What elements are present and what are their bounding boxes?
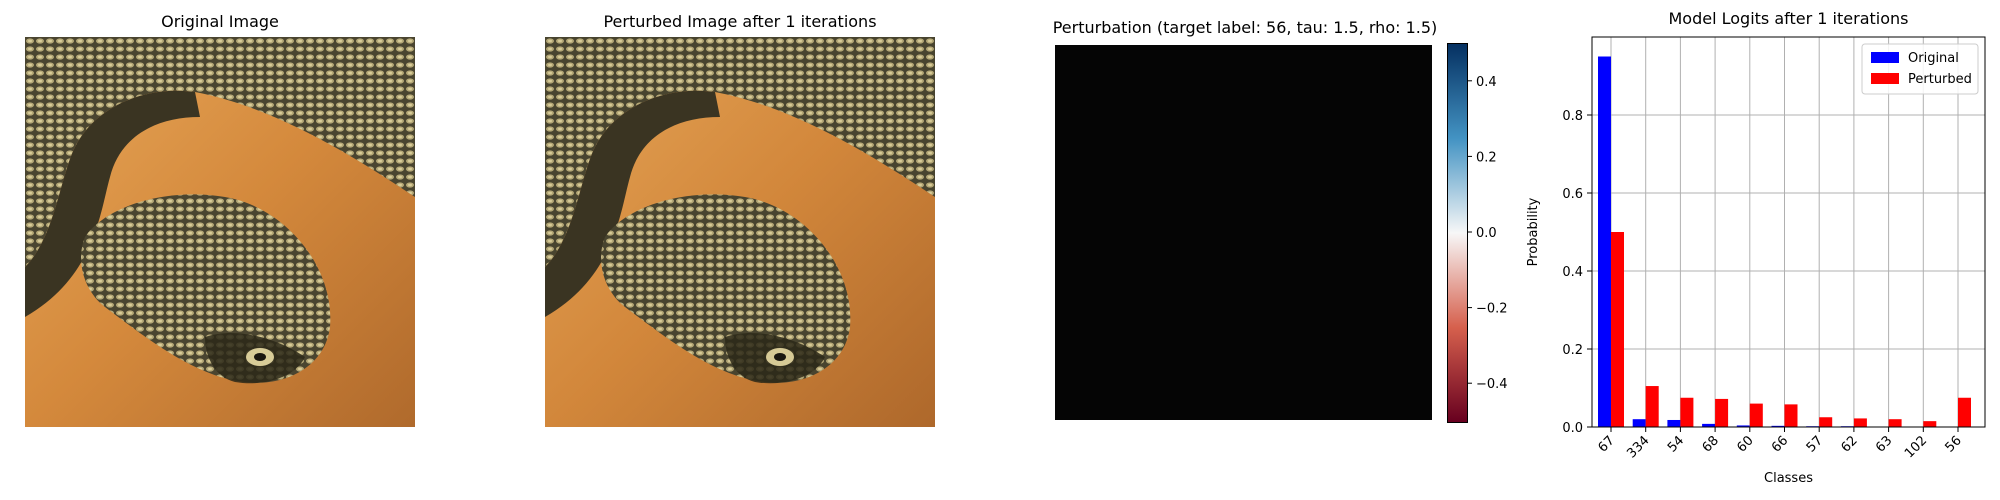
- bar-perturbed: [1645, 386, 1659, 427]
- x-tick-label: 62: [1838, 433, 1860, 455]
- colorbar-tick-label: −0.2: [1476, 302, 1508, 317]
- y-axis-label: Probability: [1526, 197, 1541, 266]
- bar-original: [1771, 425, 1785, 427]
- y-tick-label: 0.4: [1562, 265, 1583, 280]
- legend-label-perturbed: Perturbed: [1908, 72, 1972, 87]
- x-tick-label: 60: [1734, 433, 1756, 455]
- y-tick-label: 0.6: [1562, 187, 1583, 202]
- y-tick-label: 0.0: [1562, 421, 1583, 436]
- x-tick-label: 66: [1769, 433, 1791, 455]
- bar-perturbed: [1923, 421, 1937, 427]
- colorbar-ticks: 0.4 0.2 0.0 −0.2 −0.4: [1467, 75, 1508, 392]
- perturbed-image-title: Perturbed Image after 1 iterations: [603, 12, 877, 31]
- bar-original: [1632, 419, 1646, 427]
- x-tick-label: 67: [1596, 433, 1618, 455]
- colorbar-tick-label: 0.0: [1476, 226, 1497, 241]
- original-snake-image: [25, 37, 415, 427]
- x-axis-label: Classes: [1764, 471, 1813, 486]
- y-tick-label: 0.2: [1562, 343, 1583, 358]
- legend-swatch-original: [1871, 52, 1899, 63]
- bar-perturbed: [1819, 417, 1833, 427]
- legend-label-original: Original: [1908, 51, 1959, 66]
- bar-perturbed: [1680, 397, 1694, 427]
- original-image-title: Original Image: [161, 12, 279, 31]
- x-tick-label: 334: [1624, 433, 1652, 461]
- bar-perturbed: [1853, 418, 1867, 427]
- bar-perturbed: [1611, 232, 1624, 427]
- x-tick-label: 54: [1665, 433, 1687, 455]
- perturbation-map: [1055, 45, 1432, 420]
- perturbation-title: Perturbation (target label: 56, tau: 1.5…: [1052, 18, 1438, 37]
- bar-perturbed: [1958, 397, 1971, 427]
- bar-original: [1598, 56, 1611, 427]
- bar-original: [1702, 423, 1716, 427]
- colorbar-tick-label: 0.4: [1476, 75, 1497, 90]
- bar-perturbed: [1749, 403, 1763, 427]
- bar-perturbed: [1715, 398, 1729, 427]
- x-tick-label: 68: [1700, 433, 1722, 455]
- chart-title: Model Logits after 1 iterations: [1669, 9, 1909, 28]
- perturbed-snake-image: [545, 37, 935, 427]
- legend-swatch-perturbed: [1871, 73, 1899, 84]
- bar-original: [1736, 425, 1750, 427]
- x-tick-label: 56: [1943, 433, 1965, 455]
- colorbar-tick-label: −0.4: [1476, 377, 1508, 392]
- bar-perturbed: [1888, 419, 1902, 427]
- bar-perturbed: [1784, 404, 1798, 427]
- x-tick-label: 57: [1804, 433, 1826, 455]
- bar-original: [1667, 419, 1681, 427]
- plot-frame: [1591, 36, 1986, 428]
- colorbar: [1447, 43, 1468, 423]
- x-tick-label: 102: [1902, 433, 1930, 461]
- y-tick-label: 0.8: [1562, 109, 1583, 124]
- x-tick-label: 63: [1873, 433, 1895, 455]
- colorbar-tick-label: 0.2: [1476, 150, 1497, 165]
